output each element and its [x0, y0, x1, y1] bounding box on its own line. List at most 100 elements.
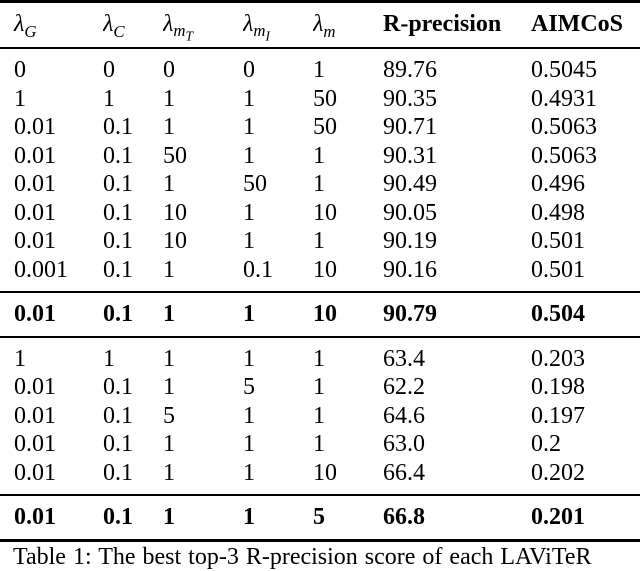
table-cell: 1: [14, 85, 26, 112]
table-cell: 0.1: [103, 114, 133, 140]
subscript: G: [24, 21, 37, 41]
table-header-row: λG λC λmT λmI λm R-precision AIMCoS: [0, 1, 640, 49]
table-cell: 1: [313, 228, 325, 254]
table-cell: 1: [313, 345, 325, 372]
table-cell: 0.501: [531, 256, 585, 283]
table-cell: 10: [163, 199, 187, 226]
table-cell: 50: [313, 114, 337, 140]
column-header-lambda-m: λm: [313, 2, 383, 49]
table-cell: 0.1: [103, 171, 133, 197]
table-cell: 90.49: [383, 171, 437, 197]
table-cell: 0.1: [103, 142, 133, 169]
table-row: 0.001 0.1 1 0.1 10 90.16 0.501: [0, 256, 640, 293]
table-cell: 1: [313, 171, 325, 197]
table-cell: 90.35: [383, 85, 437, 112]
table-cell: 10: [313, 459, 337, 486]
table-cell: 63.0: [383, 431, 425, 457]
table-cell: 0.5063: [531, 142, 597, 169]
table-cell: 0.01: [14, 199, 56, 226]
table-row: 1 1 1 1 1 63.4 0.203: [0, 337, 640, 374]
table-cell: 50: [243, 171, 267, 197]
table-cell: 62.2: [383, 374, 425, 400]
table-cell: 0.198: [531, 374, 585, 400]
table-cell: 1: [163, 256, 175, 283]
table-cell: 0.01: [14, 171, 56, 197]
table-cell: 1: [243, 504, 255, 530]
table-cell: 0.1: [103, 431, 133, 457]
table-cell: 0.2: [531, 431, 561, 457]
table-caption: Table 1: The best top-3 R-precision scor…: [13, 544, 592, 570]
table-cell: 0.1: [103, 228, 133, 254]
subscript: mT: [173, 21, 193, 42]
table-cell: 0: [103, 57, 115, 83]
table-cell: 0.01: [14, 459, 56, 486]
table-row: 0.01 0.1 1 1 1 63.0 0.2: [0, 430, 640, 459]
table-cell: 0.01: [14, 114, 56, 140]
table-cell: 1: [313, 431, 325, 457]
table-cell: 1: [243, 199, 255, 226]
table-cell: 0.01: [14, 402, 56, 429]
table-cell: 0.498: [531, 199, 585, 226]
table-cell: 63.4: [383, 345, 425, 372]
table-cell: 1: [163, 301, 175, 327]
column-header-r-precision: R-precision: [383, 10, 502, 37]
table-cell: 50: [163, 142, 187, 169]
table-cell: 0.4931: [531, 85, 597, 112]
subscript-m: m: [253, 21, 266, 41]
table-cell: 90.19: [383, 228, 437, 254]
table-cell: 0.01: [14, 228, 56, 254]
table-cell: 0.1: [103, 256, 133, 283]
table-cell: 50: [313, 85, 337, 112]
table-cell: 1: [243, 402, 255, 429]
table-cell: 1: [163, 345, 175, 372]
table-row: 0.01 0.1 1 1 10 66.4 0.202: [0, 459, 640, 496]
table-cell: 10: [313, 301, 337, 327]
table-cell: 0.203: [531, 345, 585, 372]
table-cell: 5: [243, 374, 255, 400]
section-1-rows: 0 0 0 0 1 89.76 0.5045 1 1 1 1 50 90.35 0.4931 0.01 0.1…: [0, 48, 640, 292]
table-cell: 64.6: [383, 402, 425, 429]
table-cell: 1: [163, 459, 175, 486]
table-cell: 1: [163, 504, 175, 530]
table-cell: 10: [313, 199, 337, 226]
table-cell: 1: [313, 142, 325, 169]
table-cell: 1: [243, 85, 255, 112]
table-cell: 0.1: [103, 374, 133, 400]
table-row: 0.01 0.1 1 1 50 90.71 0.5063: [0, 113, 640, 142]
table-cell: 1: [243, 301, 255, 327]
table-row: 0.01 0.1 1 1 10 90.79 0.504: [0, 292, 640, 337]
table-row: 0.01 0.1 10 1 1 90.19 0.501: [0, 227, 640, 256]
lambda-symbol: λ: [313, 10, 324, 37]
table-cell: 0.1: [103, 402, 133, 429]
subscript: C: [113, 21, 125, 41]
table-cell: 1: [313, 57, 325, 83]
sub-subscript: T: [185, 28, 194, 44]
table-cell: 1: [313, 402, 325, 429]
table-cell: 1: [243, 228, 255, 254]
table-row: 0 0 0 0 1 89.76 0.5045: [0, 48, 640, 85]
table-cell: 0.01: [14, 504, 56, 530]
table-cell: 10: [163, 228, 187, 254]
lambda-symbol: λ: [163, 10, 174, 37]
table-cell: 89.76: [383, 57, 437, 83]
column-header-aimcos: AIMCoS: [531, 10, 624, 37]
table-cell: 90.05: [383, 199, 437, 226]
table-row: 0.01 0.1 1 1 5 66.8 0.201: [0, 495, 640, 540]
table-cell: 0.01: [14, 374, 56, 400]
table-cell: 1: [163, 171, 175, 197]
table-cell: 1: [313, 374, 325, 400]
table-cell: 0.201: [531, 504, 585, 530]
table-cell: 0: [163, 57, 175, 83]
table-cell: 5: [163, 402, 175, 429]
section-2-rows: 1 1 1 1 1 63.4 0.203 0.01 0.1 1 5 1 62.2 0.198 0.01 0.1…: [0, 337, 640, 496]
table-cell: 66.4: [383, 459, 425, 486]
table-cell: 0.501: [531, 228, 585, 254]
table-cell: 0.5063: [531, 114, 597, 140]
table-cell: 0: [243, 57, 255, 83]
table-cell: 1: [243, 459, 255, 486]
table-cell: 0.001: [14, 256, 68, 283]
subscript-m: m: [173, 21, 186, 41]
column-header-lambda-mt: λmT: [163, 2, 243, 49]
lambda-symbol: λ: [14, 10, 25, 37]
